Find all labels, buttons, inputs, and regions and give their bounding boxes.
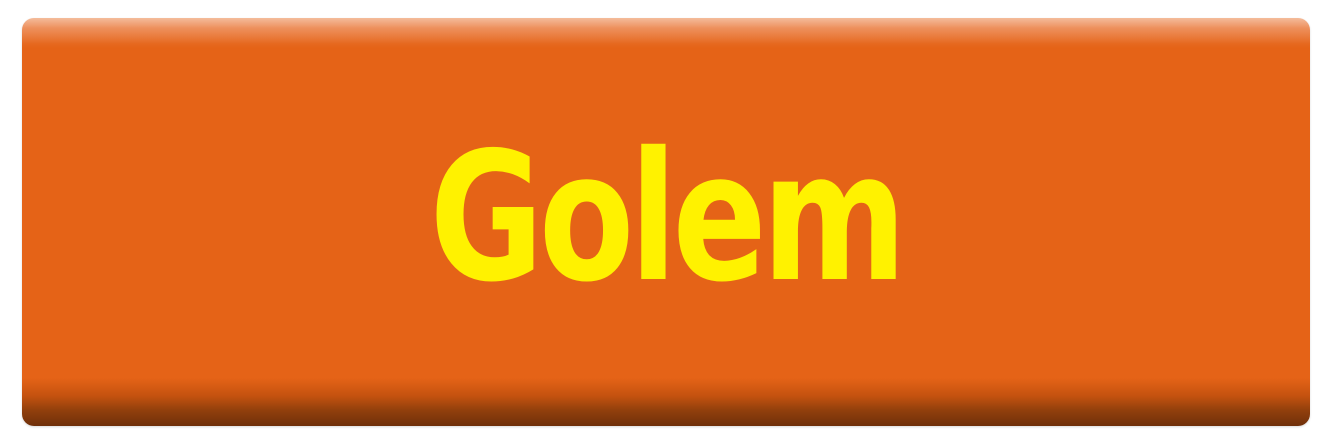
golem-button[interactable]: Golem: [22, 18, 1310, 426]
button-label: Golem: [429, 114, 907, 321]
